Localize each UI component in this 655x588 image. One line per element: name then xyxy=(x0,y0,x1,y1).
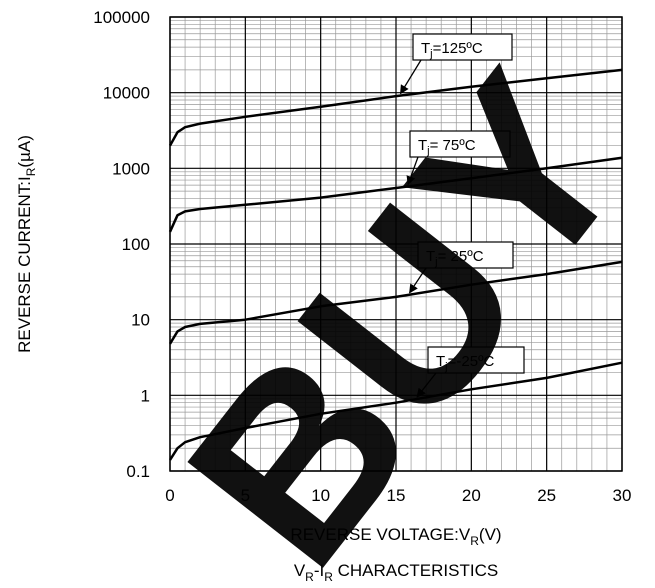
caption-sub: R xyxy=(324,570,333,584)
annotation-arrow xyxy=(399,59,422,95)
annotation-part: =-25ºC xyxy=(448,353,495,370)
x-axis-label-part: (V) xyxy=(479,525,502,544)
caption-sub: R xyxy=(305,570,314,584)
annotation-part: T xyxy=(436,353,445,370)
annotation-arrow xyxy=(416,372,437,398)
x-axis-label-sub: R xyxy=(470,534,479,548)
annotation-sub: j xyxy=(426,145,429,157)
x-tick-label: 0 xyxy=(165,486,174,505)
y-axis-label-part: REVERSE CURRENT:I xyxy=(15,176,34,353)
x-tick-label: 20 xyxy=(462,486,481,505)
caption-part: -I xyxy=(314,561,324,580)
annotation-sub: j xyxy=(444,361,447,373)
y-tick-label: 1000 xyxy=(112,159,150,178)
annotation-part: =125ºC xyxy=(433,40,483,57)
y-tick-label: 0.1 xyxy=(126,462,150,481)
x-axis-label-part: REVERSE VOLTAGE:V xyxy=(290,525,470,544)
y-tick-label: 100 xyxy=(122,235,150,254)
annotation-box xyxy=(409,130,511,158)
annotation-sub: j xyxy=(434,256,437,268)
x-axis-label: REVERSE VOLTAGE:VR(V) xyxy=(290,525,501,548)
x-tick-label: 15 xyxy=(387,486,406,505)
y-tick-label: 1 xyxy=(141,386,150,405)
y-axis-label: REVERSE CURRENT:IR(µA) xyxy=(15,135,38,353)
caption-part: V xyxy=(294,561,306,580)
data-line xyxy=(168,68,623,147)
annotation-box xyxy=(412,33,513,61)
annotation-part: = 75ºC xyxy=(430,137,476,154)
caption-part: CHARACTERISTICS xyxy=(333,561,498,580)
annotation-box xyxy=(417,241,514,269)
plot-frame xyxy=(169,16,623,472)
y-axis-label-sub: R xyxy=(24,167,38,176)
annotation-text: Tj=-25ºC xyxy=(436,353,495,373)
annotation-text: Tj=125ºC xyxy=(421,40,483,60)
x-tick-label: 5 xyxy=(241,486,250,505)
x-tick-label: 25 xyxy=(537,486,556,505)
y-axis-label-part: (µA) xyxy=(15,135,34,167)
y-tick-label: 100000 xyxy=(93,8,150,27)
annotation-box xyxy=(427,346,525,374)
x-tick-label: 30 xyxy=(613,486,632,505)
annotation-part: = 25ºC xyxy=(438,248,484,265)
annotation-part: T xyxy=(418,137,427,154)
annotation-arrow xyxy=(409,267,427,294)
annotation-arrow xyxy=(406,156,419,186)
data-line xyxy=(168,260,623,345)
annotation-part: T xyxy=(426,248,435,265)
y-tick-label: 10000 xyxy=(103,84,150,103)
x-tick-label: 10 xyxy=(311,486,330,505)
caption: VR-IR CHARACTERISTICS xyxy=(294,561,498,584)
data-line xyxy=(168,156,623,233)
annotation-text: Tj= 25ºC xyxy=(426,248,484,268)
annotation-part: T xyxy=(421,40,430,57)
annotation-text: Tj= 75ºC xyxy=(418,137,476,157)
annotation-sub: j xyxy=(429,48,432,60)
y-tick-label: 10 xyxy=(131,311,150,330)
data-line xyxy=(168,361,623,461)
